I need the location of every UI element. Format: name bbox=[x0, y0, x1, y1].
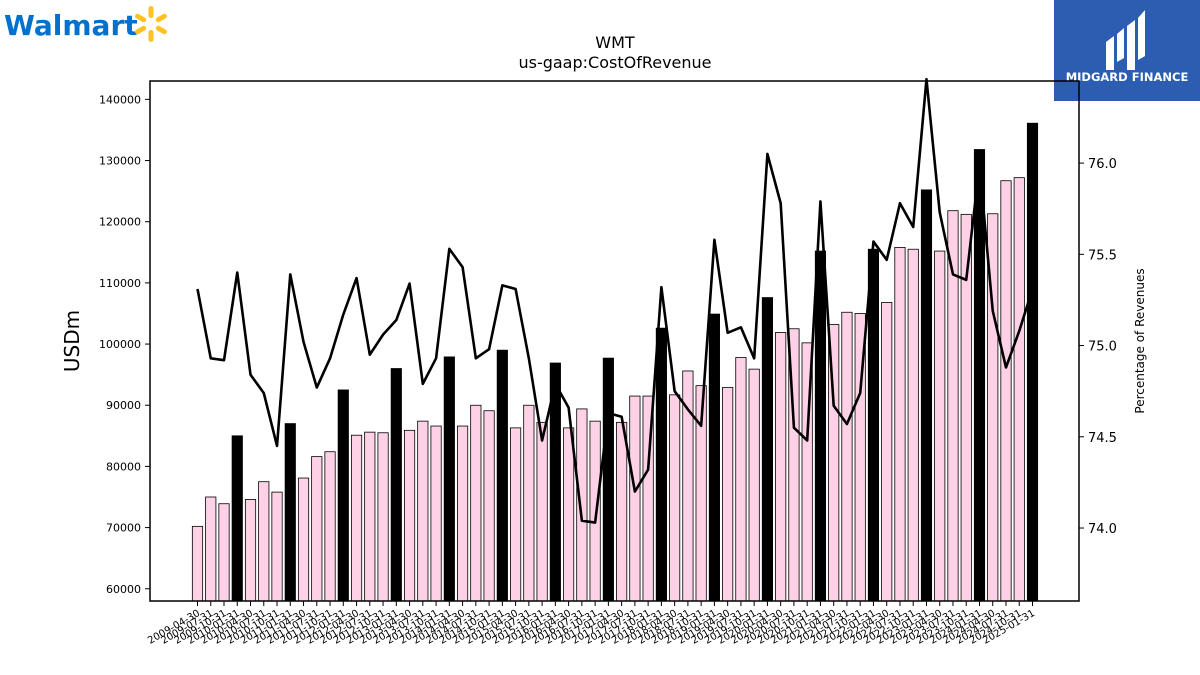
bar-2019-10-31 bbox=[748, 368, 760, 602]
walmart-logo: Walmart bbox=[4, 6, 167, 42]
bar-2019-07-31 bbox=[735, 357, 747, 602]
bar-2014-07-31 bbox=[470, 404, 482, 602]
y2-tick-label: 75.5 bbox=[1088, 248, 1117, 263]
bar-2013-01-31 bbox=[390, 368, 402, 602]
bar-2009-07-31 bbox=[205, 496, 217, 602]
bar-series bbox=[191, 122, 1039, 602]
bar-2021-07-31 bbox=[841, 311, 853, 602]
bar-2013-07-31 bbox=[417, 420, 429, 602]
bar-2015-04-30 bbox=[510, 427, 522, 602]
y2-axis-ticks: 74.0 74.5 75.0 75.5 76.0 bbox=[1079, 157, 1117, 537]
bar-2012-01-31 bbox=[337, 389, 349, 602]
y2-tick-label: 74.0 bbox=[1088, 522, 1117, 537]
y-tick-label: 110000 bbox=[99, 277, 141, 290]
bar-2023-04-30 bbox=[934, 250, 946, 602]
bar-2013-10-31 bbox=[430, 425, 442, 602]
bar-2016-07-31 bbox=[576, 408, 588, 602]
chart-subtitle: us-gaap:CostOfRevenue bbox=[518, 53, 711, 72]
plot-frame bbox=[149, 80, 1080, 602]
y2-tick-label: 74.5 bbox=[1088, 431, 1117, 446]
bar-2011-01-31 bbox=[284, 423, 296, 602]
bar-2017-01-31 bbox=[602, 357, 614, 602]
bar-2010-10-31 bbox=[271, 491, 283, 602]
bar-2011-07-31 bbox=[311, 456, 323, 602]
bar-2014-10-31 bbox=[483, 410, 495, 602]
midgard-emblem-icon bbox=[1106, 10, 1145, 70]
bar-2010-04-30 bbox=[244, 499, 257, 602]
bar-2018-01-31 bbox=[655, 327, 667, 602]
bar-2022-01-31 bbox=[867, 248, 880, 602]
bar-2015-01-31 bbox=[496, 349, 508, 602]
bar-2014-01-31 bbox=[443, 356, 455, 602]
bar-2024-07-31 bbox=[1000, 180, 1012, 602]
y2-tick-label: 75.0 bbox=[1088, 340, 1117, 355]
bar-2009-10-31 bbox=[218, 503, 230, 602]
bar-2015-10-31 bbox=[536, 421, 548, 602]
midgard-logo-text: MIDGARD FINANCE bbox=[1066, 70, 1189, 84]
percentage-line bbox=[196, 77, 1034, 524]
x-axis-ticks: 2009-04-302009-07-312009-10-312010-01-31… bbox=[146, 601, 1037, 647]
bar-2019-04-30 bbox=[722, 387, 734, 602]
bar-2020-01-31 bbox=[761, 297, 773, 602]
bar-2012-10-31 bbox=[377, 432, 389, 602]
y-tick-label: 80000 bbox=[106, 460, 141, 473]
bar-2018-04-30 bbox=[669, 394, 681, 602]
bar-2022-04-30 bbox=[881, 302, 893, 602]
bar-2017-07-31 bbox=[629, 395, 641, 602]
walmart-spark-icon bbox=[135, 6, 167, 42]
y2-tick-label: 76.0 bbox=[1088, 157, 1117, 172]
bar-2025-01-31 bbox=[1026, 122, 1039, 602]
bar-2011-10-31 bbox=[324, 451, 336, 602]
bar-2020-04-30 bbox=[775, 332, 787, 602]
bar-2009-04-30 bbox=[191, 525, 204, 602]
y2-axis-label: Percentage of Revenues bbox=[1133, 268, 1147, 413]
bar-2019-01-31 bbox=[708, 313, 720, 602]
bar-2024-10-31 bbox=[1013, 177, 1025, 602]
bar-2023-01-31 bbox=[920, 189, 933, 602]
y-tick-label: 130000 bbox=[99, 155, 141, 168]
bar-2010-07-31 bbox=[258, 481, 270, 602]
walmart-logo-text: Walmart bbox=[4, 9, 138, 42]
bar-2015-07-31 bbox=[523, 404, 535, 602]
percentage-line-series bbox=[196, 77, 1034, 524]
y-axis-ticks: 60000 70000 80000 90000 100000 110000 120000 13… bbox=[99, 93, 150, 596]
y-axis-label: USDm bbox=[60, 310, 84, 372]
y-tick-label: 90000 bbox=[106, 399, 141, 412]
y-tick-label: 120000 bbox=[99, 216, 141, 229]
bar-2021-01-31 bbox=[814, 250, 827, 602]
chart-title: WMT bbox=[595, 33, 635, 52]
bar-2012-04-30 bbox=[350, 434, 363, 602]
y-tick-label: 100000 bbox=[99, 338, 141, 351]
bar-2012-07-31 bbox=[364, 431, 376, 602]
y-tick-label: 60000 bbox=[106, 583, 141, 596]
bar-2016-10-31 bbox=[589, 420, 601, 602]
bar-2013-04-30 bbox=[403, 429, 416, 602]
bar-2022-10-31 bbox=[907, 248, 919, 602]
y-tick-label: 140000 bbox=[99, 93, 141, 106]
bar-2022-07-31 bbox=[894, 246, 906, 602]
bar-2016-04-30 bbox=[563, 427, 575, 602]
y-tick-label: 70000 bbox=[106, 522, 141, 535]
bar-2017-04-30 bbox=[616, 421, 628, 602]
bar-2014-04-30 bbox=[457, 425, 469, 602]
bar-2011-04-30 bbox=[297, 477, 310, 602]
bar-2010-01-31 bbox=[231, 435, 243, 602]
